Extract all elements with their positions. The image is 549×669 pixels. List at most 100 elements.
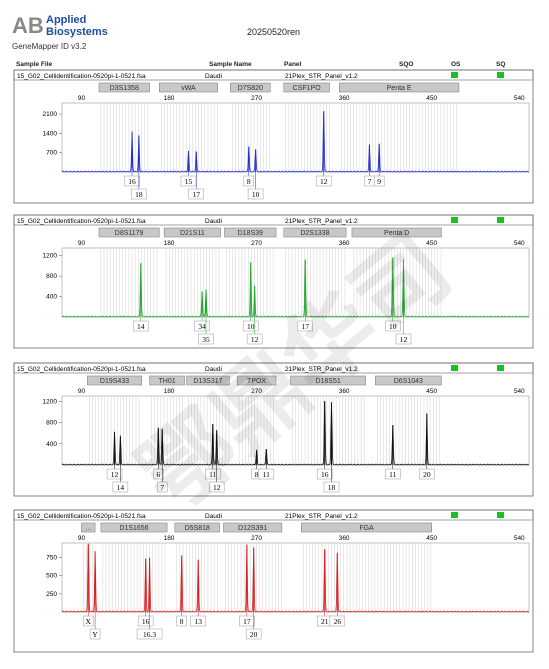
- y-tick-label: 500: [46, 573, 57, 580]
- y-tick-label: 250: [46, 591, 57, 598]
- panel-border: [13, 214, 534, 349]
- locus-label: ...: [85, 525, 91, 532]
- panel-4: 15_G02_Cellidentification-0520pi-1-0521.…: [13, 509, 534, 653]
- x-tick-label: 450: [426, 240, 437, 247]
- col-sqo: SQO: [399, 61, 414, 68]
- allele-label: 20: [250, 630, 258, 639]
- locus-bar: [98, 227, 160, 238]
- allele-label: 9: [377, 177, 381, 186]
- locus-bar: [230, 82, 271, 93]
- allele-box: [106, 468, 123, 480]
- allele-label: 11: [209, 470, 216, 479]
- locus-label: D1S1656: [119, 525, 148, 532]
- allele-box: [385, 468, 401, 480]
- allele-label: X: [86, 617, 92, 626]
- allele-box: [385, 320, 401, 332]
- allele-label: 6: [156, 470, 160, 479]
- trace-line: [61, 257, 529, 318]
- x-tick-label: 180: [164, 95, 175, 102]
- allele-box: [297, 320, 313, 332]
- software-version: GeneMapper ID v3.2: [12, 42, 87, 51]
- locus-label: D18S51: [315, 378, 340, 385]
- panel-panel-name: 21Plex_STR_Panel_v1.2: [285, 218, 358, 225]
- allele-box: [208, 481, 225, 493]
- locus-bar: [174, 522, 220, 533]
- col-sample-file: Sample File: [16, 61, 53, 68]
- allele-box: [190, 615, 206, 627]
- y-tick-label: 750: [46, 555, 57, 562]
- locus-label: CSF1PO: [293, 85, 322, 92]
- allele-label: 14: [137, 322, 145, 331]
- allele-label: 16: [321, 470, 329, 479]
- allele-box: [243, 175, 255, 187]
- allele-box: [136, 628, 163, 640]
- x-tick-label: 180: [164, 388, 175, 395]
- col-sq: SQ: [496, 61, 506, 68]
- x-tick-label: 90: [78, 535, 86, 542]
- panel-panel-name: 21Plex_STR_Panel_v1.2: [285, 513, 358, 520]
- allele-label: 17: [193, 190, 201, 199]
- locus-bar: [224, 227, 277, 238]
- allele-box: [153, 468, 164, 480]
- allele-label: 35: [202, 335, 210, 344]
- allele-label: 8: [255, 470, 259, 479]
- x-tick-label: 450: [426, 388, 437, 395]
- locus-label: D7S820: [238, 85, 263, 92]
- allele-box: [329, 615, 346, 627]
- x-tick-label: 270: [251, 240, 262, 247]
- x-tick-label: 360: [339, 535, 350, 542]
- allele-box: [242, 320, 259, 332]
- allele-box: [245, 628, 262, 640]
- allele-box: [205, 468, 221, 480]
- panel-sample-name: Daudi: [205, 73, 222, 80]
- allele-box: [239, 615, 255, 627]
- col-panel: Panel: [284, 61, 302, 68]
- applied-biosystems-logo: AB Applied Biosystems: [12, 11, 142, 51]
- locus-label: D8S1179: [115, 230, 144, 237]
- allele-box: [188, 188, 205, 200]
- allele-box: [133, 320, 149, 332]
- allele-box: [323, 481, 340, 493]
- allele-label: 17: [301, 322, 309, 331]
- locus-bar: [149, 375, 185, 386]
- panel-panel-name: 21Plex_STR_Panel_v1.2: [285, 366, 358, 373]
- allele-box: [137, 615, 154, 627]
- allele-label: 12: [213, 483, 221, 492]
- locus-bar: [301, 522, 432, 533]
- status-indicator-2: [497, 365, 504, 371]
- allele-label: 10: [252, 190, 260, 199]
- x-tick-label: 90: [78, 240, 86, 247]
- allele-label: 12: [400, 335, 408, 344]
- locus-bar: [87, 375, 143, 386]
- allele-box: [180, 175, 197, 187]
- allele-label: 10: [247, 322, 255, 331]
- locus-label: Penta D: [384, 230, 409, 237]
- y-tick-label: 800: [46, 273, 57, 280]
- x-tick-label: 540: [514, 388, 525, 395]
- panel-sample-file: 15_G02_Cellidentification-0520pi-1-0521.…: [17, 513, 146, 520]
- allele-box: [395, 333, 412, 345]
- status-indicator-1: [451, 512, 458, 518]
- trace-line: [61, 400, 529, 466]
- x-tick-label: 360: [339, 95, 350, 102]
- y-tick-label: 800: [46, 420, 57, 427]
- y-tick-label: 1200: [43, 398, 58, 405]
- locus-bar: [81, 522, 96, 533]
- allele-box: [419, 468, 435, 480]
- panel-border: [13, 509, 534, 653]
- locus-bar: [283, 227, 347, 238]
- y-tick-label: 2100: [43, 111, 58, 118]
- status-indicator-2: [497, 512, 504, 518]
- locus-label: TH01: [159, 378, 176, 385]
- allele-label: 8: [247, 177, 251, 186]
- status-indicator-1: [451, 217, 458, 223]
- allele-label: 16.3: [143, 630, 156, 639]
- allele-label: 10: [389, 322, 397, 331]
- x-tick-label: 360: [339, 240, 350, 247]
- x-tick-label: 450: [426, 535, 437, 542]
- locus-bar: [186, 375, 230, 386]
- x-tick-label: 270: [251, 535, 262, 542]
- ab-logo-mark-icon: AB Applied Biosystems: [12, 13, 108, 38]
- locus-label: TPOX: [247, 378, 266, 385]
- x-tick-label: 90: [78, 388, 86, 395]
